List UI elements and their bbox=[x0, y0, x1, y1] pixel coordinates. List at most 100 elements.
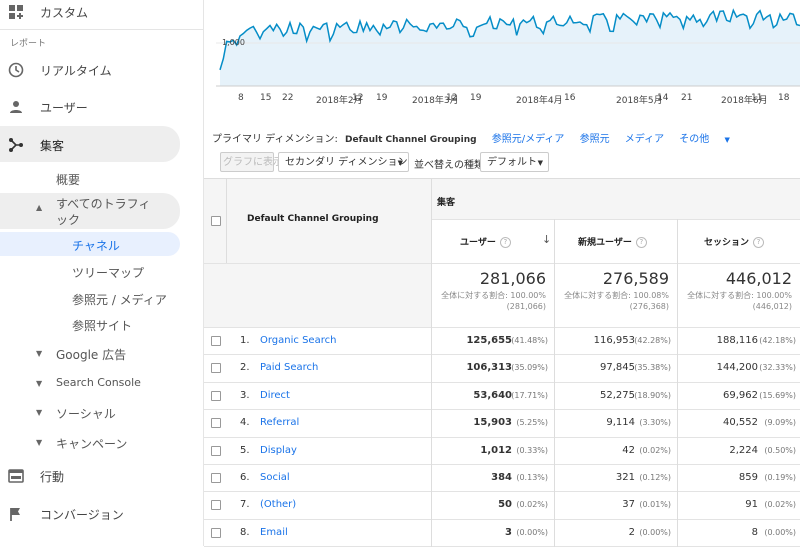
x-tick-label: 21 bbox=[681, 93, 693, 103]
sidebar-item-treemap[interactable]: ツリーマップ bbox=[72, 266, 145, 280]
grid-line bbox=[204, 491, 800, 493]
sidebar-item-users[interactable]: ユーザー bbox=[0, 97, 180, 117]
row-checkbox[interactable] bbox=[211, 363, 221, 374]
sessions-percent: (0.19%) bbox=[764, 473, 796, 482]
new-users-percent: (0.12%) bbox=[639, 473, 671, 482]
dimension-medium-link[interactable]: メディア bbox=[624, 134, 665, 145]
caret-down-icon[interactable]: ▼ bbox=[36, 379, 43, 388]
sessions-column-header[interactable]: セッション? bbox=[704, 235, 765, 248]
total-sessions-pct: 全体に対する割合: 100.00% bbox=[687, 291, 792, 300]
x-tick-label: 19 bbox=[470, 93, 482, 103]
caret-up-icon[interactable]: ▲ bbox=[36, 203, 43, 212]
row-number: 5. bbox=[240, 444, 250, 456]
row-checkbox[interactable] bbox=[211, 527, 221, 538]
new-users-value: 37 bbox=[622, 499, 635, 511]
row-checkbox[interactable] bbox=[211, 418, 221, 429]
row-checkbox[interactable] bbox=[211, 390, 221, 401]
row-number: 6. bbox=[240, 472, 250, 483]
caret-down-icon[interactable]: ▼ bbox=[36, 408, 43, 417]
sidebar-item-custom[interactable]: カスタム bbox=[0, 2, 180, 22]
dimension-source-medium-link[interactable]: 参照元/メディア bbox=[491, 134, 565, 145]
sidebar-active-bg bbox=[0, 126, 180, 162]
sort-type-label: 並べ替えの種類: bbox=[414, 160, 488, 171]
channel-link[interactable]: Organic Search bbox=[260, 335, 337, 346]
row-checkbox[interactable] bbox=[211, 336, 221, 346]
sidebar-item-overview[interactable]: 概要 bbox=[56, 173, 81, 187]
x-tick-label: 18 bbox=[778, 93, 790, 103]
dashboard-icon bbox=[8, 4, 24, 20]
channel-link[interactable]: Referral bbox=[260, 417, 300, 429]
channel-link[interactable]: (Other) bbox=[260, 499, 297, 511]
new-users-value: 52,275 bbox=[600, 389, 635, 401]
x-tick-label: 11 bbox=[751, 93, 763, 103]
users-percent: (0.00%) bbox=[516, 527, 548, 537]
table-row: 6. Social 384 (0.13%) 321 (0.12%) 859 (0.19%) bbox=[204, 465, 800, 492]
sessions-value: 2,224 bbox=[729, 444, 758, 456]
x-tick-label: 12 bbox=[446, 93, 458, 103]
dimension-other-link[interactable]: その他 ▼ bbox=[679, 134, 742, 145]
sidebar-item-google-ads[interactable]: Google 広告 bbox=[56, 348, 127, 362]
sort-type-select[interactable]: デフォルト ▼ bbox=[480, 152, 549, 172]
table-row: 5. Display 1,012 (0.33%) 42 (0.02%) 2,224 (0.50… bbox=[204, 438, 800, 465]
sidebar-item-social[interactable]: ソーシャル bbox=[56, 407, 116, 421]
row-checkbox[interactable] bbox=[211, 473, 221, 483]
channel-link[interactable]: Social bbox=[260, 472, 290, 483]
channel-link[interactable]: Display bbox=[260, 444, 297, 456]
sidebar-item-source-medium[interactable]: 参照元 / メディア bbox=[72, 293, 167, 307]
users-value: 1,012 bbox=[480, 444, 512, 456]
new-users-column-header[interactable]: 新規ユーザー? bbox=[578, 235, 647, 248]
new-users-value: 116,953 bbox=[593, 335, 635, 346]
chevron-down-icon: ▼ bbox=[724, 136, 730, 144]
x-tick-label: 2018年4月 bbox=[516, 96, 563, 106]
channel-link[interactable]: Email bbox=[260, 526, 288, 538]
table-row: 3. Direct 53,640 (17.71%) 52,275 (18.90%) 69,9… bbox=[204, 383, 800, 410]
sort-desc-icon[interactable]: ↓ bbox=[542, 233, 552, 246]
sidebar-item-label: 行動 bbox=[40, 469, 65, 484]
row-checkbox[interactable] bbox=[211, 445, 221, 456]
x-tick-label: 12 bbox=[352, 93, 364, 103]
new-users-value: 42 bbox=[622, 444, 635, 456]
help-icon[interactable]: ? bbox=[499, 237, 511, 248]
dimension-column-header[interactable]: Default Channel Grouping bbox=[247, 214, 379, 224]
sidebar-item-referrals[interactable]: 参照サイト bbox=[72, 319, 133, 333]
chart-svg bbox=[208, 0, 800, 87]
channel-link[interactable]: Paid Search bbox=[260, 362, 319, 374]
users-value: 384 bbox=[491, 472, 512, 483]
table-row: 1. Organic Search 125,655 (41.48%) 116,953 (4… bbox=[204, 328, 800, 355]
help-icon[interactable]: ? bbox=[635, 237, 647, 248]
grid-line bbox=[431, 219, 800, 220]
sessions-value: 91 bbox=[745, 499, 758, 511]
sidebar-item-acquisition[interactable]: 集客 bbox=[0, 135, 180, 155]
sidebar-item-conversions[interactable]: コンバージョン bbox=[0, 504, 180, 524]
plot-rows-button[interactable]: グラフに表示 bbox=[220, 152, 283, 172]
sidebar-item-realtime[interactable]: リアルタイム bbox=[0, 60, 180, 80]
caret-down-icon[interactable]: ▼ bbox=[36, 349, 43, 358]
chart-area-fill bbox=[220, 10, 800, 87]
sidebar-item-behavior[interactable]: 行動 bbox=[0, 466, 180, 486]
new-users-value: 2 bbox=[628, 526, 635, 538]
secondary-dimension-select[interactable]: セカンダリ ディメンション ▼ bbox=[278, 152, 409, 172]
sort-type-value: デフォルト bbox=[487, 157, 537, 168]
sidebar-item-campaigns[interactable]: キャンペーン bbox=[56, 437, 128, 451]
x-tick-label: 8 bbox=[238, 93, 244, 103]
x-tick-label: 19 bbox=[376, 93, 388, 103]
caret-down-icon[interactable]: ▼ bbox=[36, 438, 43, 447]
channel-link[interactable]: Direct bbox=[260, 389, 290, 401]
sidebar-item-all-traffic[interactable]: すべてのトラフィ ック bbox=[56, 197, 151, 227]
users-value: 106,313 bbox=[466, 362, 512, 374]
select-all-checkbox[interactable] bbox=[211, 216, 221, 226]
primary-dimension-label: プライマリ ディメンション: bbox=[212, 134, 338, 145]
sidebar-item-search-console[interactable]: Search Console bbox=[56, 376, 141, 389]
row-checkbox[interactable] bbox=[211, 500, 221, 511]
users-column-header[interactable]: ユーザー? bbox=[460, 235, 511, 248]
x-tick-label: 15 bbox=[260, 93, 272, 103]
grid-line bbox=[204, 263, 800, 264]
dimension-source-link[interactable]: 参照元 bbox=[579, 134, 610, 145]
sidebar-item-channels[interactable]: チャネル bbox=[72, 239, 120, 253]
help-icon[interactable]: ? bbox=[753, 237, 765, 248]
new-users-percent: (0.01%) bbox=[639, 500, 671, 510]
sessions-percent: (9.09%) bbox=[764, 418, 796, 428]
new-users-value: 9,114 bbox=[606, 417, 635, 429]
sessions-value: 859 bbox=[738, 472, 758, 483]
person-icon bbox=[8, 99, 24, 115]
